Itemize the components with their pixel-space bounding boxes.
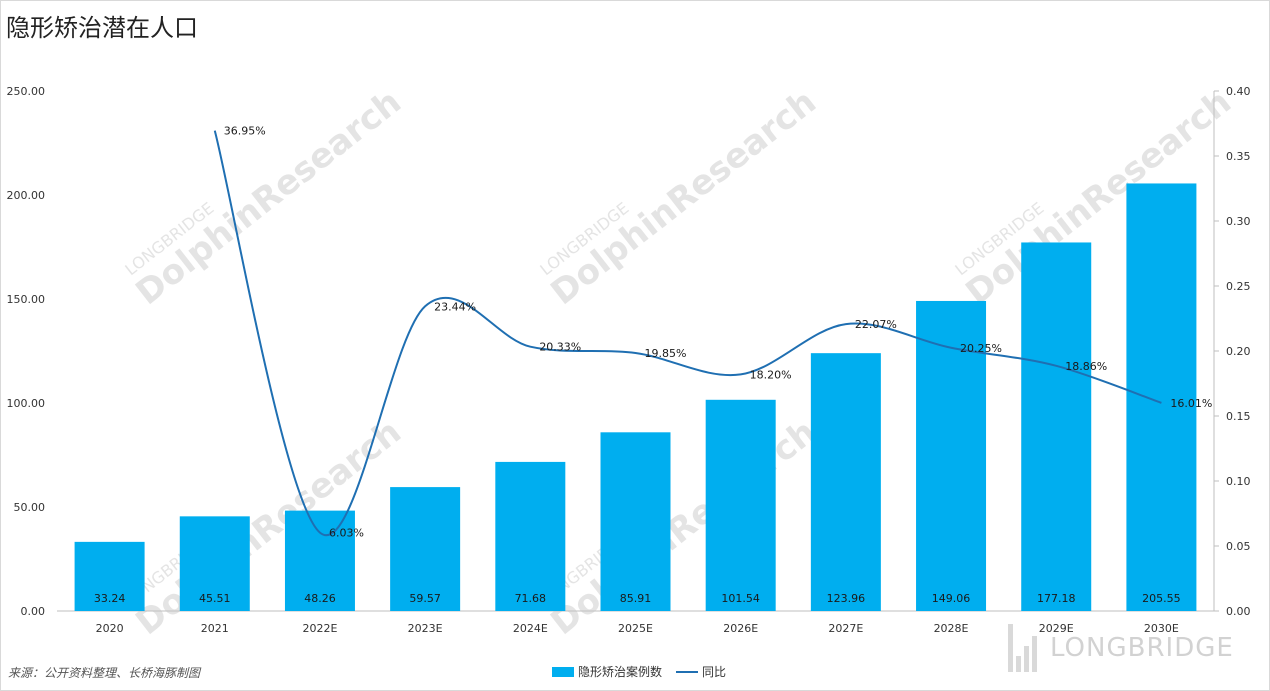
line-layer (213, 130, 1162, 537)
brand-mark-icon (1008, 624, 1040, 672)
x-tick-label: 2021 (201, 622, 229, 635)
x-tick-label: 2029E (1039, 622, 1074, 635)
bar (1126, 183, 1197, 611)
brand-logo: LONGBRIDGE (1008, 624, 1234, 672)
legend-bar-label: 隐形矫治案例数 (578, 665, 663, 679)
bar-value-label: 177.18 (1037, 592, 1076, 605)
chart-title: 隐形矫治潜在人口 (6, 14, 198, 42)
bar (74, 541, 145, 611)
axes-layer: 0.00 50.00 100.00 150.00 200.00 250.00 0.00 0.0… (7, 85, 1251, 635)
y-right-tick-label: 0.10 (1226, 475, 1251, 488)
x-tick-label: 2028E (934, 622, 969, 635)
bar (390, 487, 461, 611)
line-value-label: 6.03% (329, 527, 364, 540)
y-right-tick-label: 0.05 (1226, 540, 1251, 553)
line-value-label: 19.85% (645, 347, 687, 360)
bar-value-label: 205.55 (1142, 592, 1181, 605)
line-value-label: 16.01% (1170, 397, 1212, 410)
bar-value-label: 45.51 (199, 592, 231, 605)
watermark-large: DolphinResearch (544, 412, 824, 643)
y-left-tick-label: 200.00 (7, 189, 46, 202)
y-left-tick-label: 100.00 (7, 397, 46, 410)
bar-value-label: 123.96 (827, 592, 866, 605)
x-tick-label: 2026E (723, 622, 758, 635)
y-right-tick-label: 0.25 (1226, 280, 1251, 293)
y-left-tick-label: 0.00 (21, 605, 46, 618)
bar-value-label: 33.24 (94, 592, 126, 605)
line-value-label: 20.33% (539, 341, 581, 354)
line-value-label: 20.25% (960, 342, 1002, 355)
watermark-large: DolphinResearch (129, 82, 409, 313)
bar (705, 399, 776, 611)
source-note: 来源：公开资料整理、长桥海豚制图 (8, 666, 201, 680)
bar-value-label: 71.68 (515, 592, 547, 605)
bar-value-label: 59.57 (409, 592, 441, 605)
y-left-tick-label: 50.00 (14, 501, 46, 514)
y-right-tick-label: 0.30 (1226, 215, 1251, 228)
x-tick-label: 2023E (408, 622, 443, 635)
watermark-large: DolphinResearch (959, 82, 1239, 313)
line-value-label: 18.20% (750, 368, 792, 381)
line-value-label: 22.07% (855, 318, 897, 331)
line-value-label: 36.95% (224, 125, 266, 138)
yoy-line (213, 130, 1162, 537)
watermark-large: DolphinResearch (129, 412, 409, 643)
y-left-tick-label: 250.00 (7, 85, 46, 98)
y-right-tick-label: 0.40 (1226, 85, 1251, 98)
y-right-tick-label: 0.00 (1226, 605, 1251, 618)
legend-line-swatch (676, 670, 699, 673)
line-value-label: 23.44% (434, 300, 476, 313)
brand-name: LONGBRIDGE (1050, 633, 1234, 663)
x-tick-label: 2030E (1144, 622, 1179, 635)
x-tick-label: 2022E (302, 622, 337, 635)
bar-value-label: 149.06 (932, 592, 971, 605)
y-right-tick-label: 0.35 (1226, 150, 1251, 163)
y-right-tick-label: 0.20 (1226, 345, 1251, 358)
bar-value-label: 85.91 (620, 592, 652, 605)
bar (284, 510, 355, 611)
line-value-label: 18.86% (1065, 360, 1107, 373)
bar (1021, 242, 1092, 611)
watermark-large: DolphinResearch (544, 82, 824, 313)
bar (810, 353, 881, 611)
x-tick-label: 2025E (618, 622, 653, 635)
legend-line-label: 同比 (702, 665, 727, 679)
bars-layer (74, 183, 1197, 611)
legend: 隐形矫治案例数 同比 (552, 663, 726, 680)
bar-value-label: 48.26 (304, 592, 336, 605)
legend-bar-swatch (552, 666, 574, 677)
x-tick-label: 2027E (828, 622, 863, 635)
y-right-tick-label: 0.15 (1226, 410, 1251, 423)
bar-value-label: 101.54 (721, 592, 760, 605)
labels-layer: 33.24 45.51 48.26 59.57 71.68 85.91 101.54 123.… (94, 125, 1213, 605)
bar (179, 516, 250, 611)
x-tick-label: 2024E (513, 622, 548, 635)
x-tick-label: 2020 (96, 622, 124, 635)
y-left-tick-label: 150.00 (7, 293, 46, 306)
bar (495, 461, 566, 611)
bar (600, 432, 671, 611)
